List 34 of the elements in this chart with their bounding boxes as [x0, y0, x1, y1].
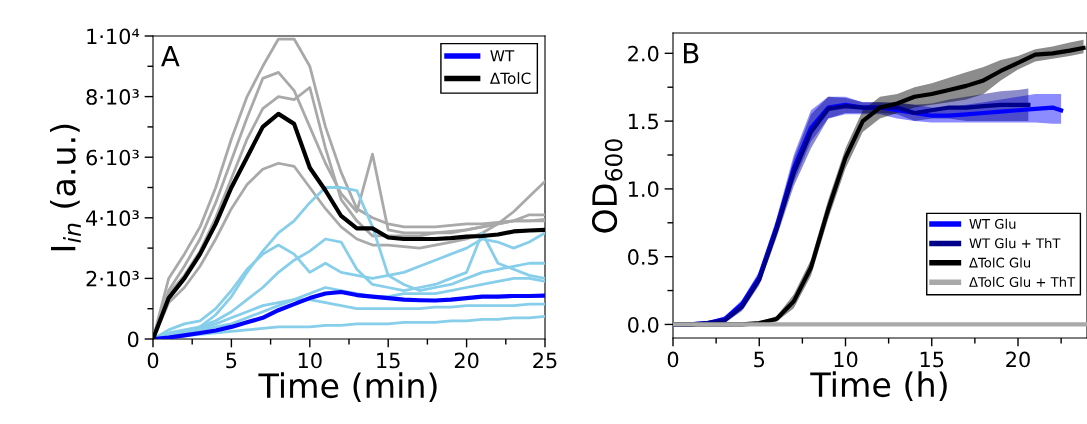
x-tick-label: 0 — [667, 351, 679, 368]
y-tick-label: 1·10⁴ — [87, 28, 140, 45]
y-tick-label: 0 — [127, 331, 139, 348]
y-tick-label: 1.0 — [628, 181, 659, 198]
y-tick-label: 8·10³ — [86, 89, 139, 105]
x-axis-title: Time (h) — [810, 371, 947, 402]
y-tick-label: 1.5 — [628, 113, 658, 130]
legend-label: WT — [490, 50, 515, 62]
y-axis-title: I$_{in}$ (a.u.) — [50, 124, 81, 251]
legend-label: WT Glu — [969, 218, 1016, 229]
y-tick-label: 2·10³ — [86, 270, 139, 287]
x-tick-label: 15 — [377, 352, 400, 369]
x-tick-label: 10 — [834, 351, 858, 368]
x-tick-label: 15 — [920, 351, 944, 368]
x-tick-label: 10 — [298, 352, 322, 369]
x-tick-label: 25 — [533, 352, 557, 369]
legend-label: ΔTolC Glu — [969, 257, 1031, 268]
y-tick-label: 4·10³ — [86, 210, 139, 227]
legend-label: ΔTolC — [489, 72, 531, 84]
y-tick-label: 0.0 — [628, 316, 659, 333]
x-tick-label: 0 — [147, 352, 159, 369]
annotation: B — [684, 43, 699, 64]
y-axis-title: OD$_{600}$ — [591, 139, 623, 233]
y-tick-label: 6·10³ — [86, 149, 139, 166]
annotation: A — [161, 45, 180, 67]
x-tick-label: 5 — [754, 351, 765, 368]
x-tick-label: 5 — [226, 352, 237, 369]
legend-label: WT Glu + ThT — [969, 238, 1061, 249]
x-axis-title: Time (min) — [258, 372, 437, 403]
y-tick-label: 2.0 — [628, 45, 659, 62]
y-tick-label: 0.5 — [628, 249, 658, 265]
x-tick-label: 20 — [1006, 351, 1030, 368]
x-tick-label: 20 — [454, 352, 479, 369]
legend-label: ΔTolC Glu + ThT — [969, 276, 1076, 287]
